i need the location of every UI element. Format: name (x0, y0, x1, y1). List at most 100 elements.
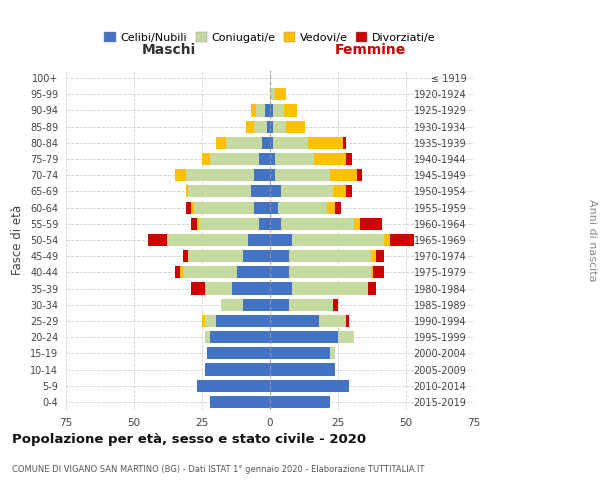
Bar (357, 169, 362, 181)
Bar (360, 218, 382, 230)
Bar (183, 250, 188, 262)
Bar (254, 120, 267, 132)
Bar (205, 331, 210, 343)
Bar (183, 266, 238, 278)
Bar (314, 153, 346, 165)
Bar (262, 137, 270, 149)
Bar (275, 169, 330, 181)
Bar (270, 396, 330, 408)
Bar (332, 298, 338, 311)
Bar (338, 331, 355, 343)
Bar (371, 250, 376, 262)
Bar (256, 104, 265, 117)
Bar (226, 137, 262, 149)
Bar (389, 234, 414, 246)
Bar (343, 137, 346, 149)
Text: Maschi: Maschi (142, 43, 196, 57)
Bar (270, 364, 335, 376)
Bar (267, 120, 270, 132)
Text: COMUNE DI VIGANO SAN MARTINO (BG) - Dati ISTAT 1° gennaio 2020 - Elaborazione TU: COMUNE DI VIGANO SAN MARTINO (BG) - Dati… (12, 465, 425, 474)
Bar (205, 315, 215, 327)
Bar (251, 186, 270, 198)
Bar (281, 218, 355, 230)
Bar (270, 88, 275, 101)
Bar (197, 380, 270, 392)
Bar (330, 348, 335, 360)
Bar (289, 298, 332, 311)
Bar (270, 169, 275, 181)
Text: Femmine: Femmine (335, 43, 406, 57)
Bar (197, 218, 199, 230)
Bar (270, 137, 273, 149)
Bar (270, 104, 273, 117)
Bar (188, 250, 243, 262)
Y-axis label: Fasce di età: Fasce di età (11, 205, 25, 275)
Bar (254, 169, 270, 181)
Legend: Celibi/Nubili, Coniugati/e, Vedovi/e, Divorziati/e: Celibi/Nubili, Coniugati/e, Vedovi/e, Di… (100, 28, 440, 48)
Bar (270, 380, 349, 392)
Bar (191, 282, 205, 294)
Bar (238, 266, 270, 278)
Bar (248, 234, 270, 246)
Bar (292, 282, 368, 294)
Bar (232, 282, 270, 294)
Bar (180, 266, 183, 278)
Bar (346, 186, 352, 198)
Bar (215, 137, 226, 149)
Bar (191, 202, 194, 213)
Bar (210, 331, 270, 343)
Bar (188, 186, 251, 198)
Bar (243, 250, 270, 262)
Bar (270, 315, 319, 327)
Bar (346, 315, 349, 327)
Bar (194, 202, 254, 213)
Text: Anni di nascita: Anni di nascita (587, 198, 597, 281)
Bar (199, 218, 259, 230)
Bar (275, 153, 314, 165)
Bar (265, 104, 270, 117)
Bar (270, 120, 273, 132)
Bar (221, 298, 243, 311)
Bar (205, 282, 232, 294)
Bar (289, 250, 371, 262)
Bar (270, 348, 330, 360)
Bar (254, 202, 270, 213)
Bar (371, 266, 373, 278)
Bar (167, 234, 248, 246)
Bar (191, 218, 197, 230)
Bar (376, 250, 384, 262)
Bar (270, 153, 275, 165)
Bar (270, 282, 292, 294)
Bar (273, 120, 286, 132)
Bar (273, 137, 308, 149)
Bar (205, 364, 270, 376)
Bar (245, 120, 254, 132)
Bar (275, 88, 286, 101)
Bar (270, 202, 278, 213)
Bar (270, 250, 289, 262)
Text: Popolazione per età, sesso e stato civile - 2020: Popolazione per età, sesso e stato civil… (12, 432, 366, 446)
Bar (373, 266, 384, 278)
Bar (284, 104, 297, 117)
Bar (368, 282, 376, 294)
Bar (346, 153, 352, 165)
Bar (292, 234, 384, 246)
Bar (175, 266, 180, 278)
Bar (270, 266, 289, 278)
Bar (332, 186, 346, 198)
Bar (270, 218, 281, 230)
Bar (319, 315, 346, 327)
Bar (270, 298, 289, 311)
Bar (175, 169, 185, 181)
Bar (289, 266, 371, 278)
Bar (185, 169, 254, 181)
Bar (278, 202, 327, 213)
Bar (185, 186, 188, 198)
Bar (251, 104, 256, 117)
Bar (355, 218, 360, 230)
Bar (202, 153, 210, 165)
Bar (270, 186, 281, 198)
Bar (259, 218, 270, 230)
Bar (270, 331, 338, 343)
Bar (330, 169, 357, 181)
